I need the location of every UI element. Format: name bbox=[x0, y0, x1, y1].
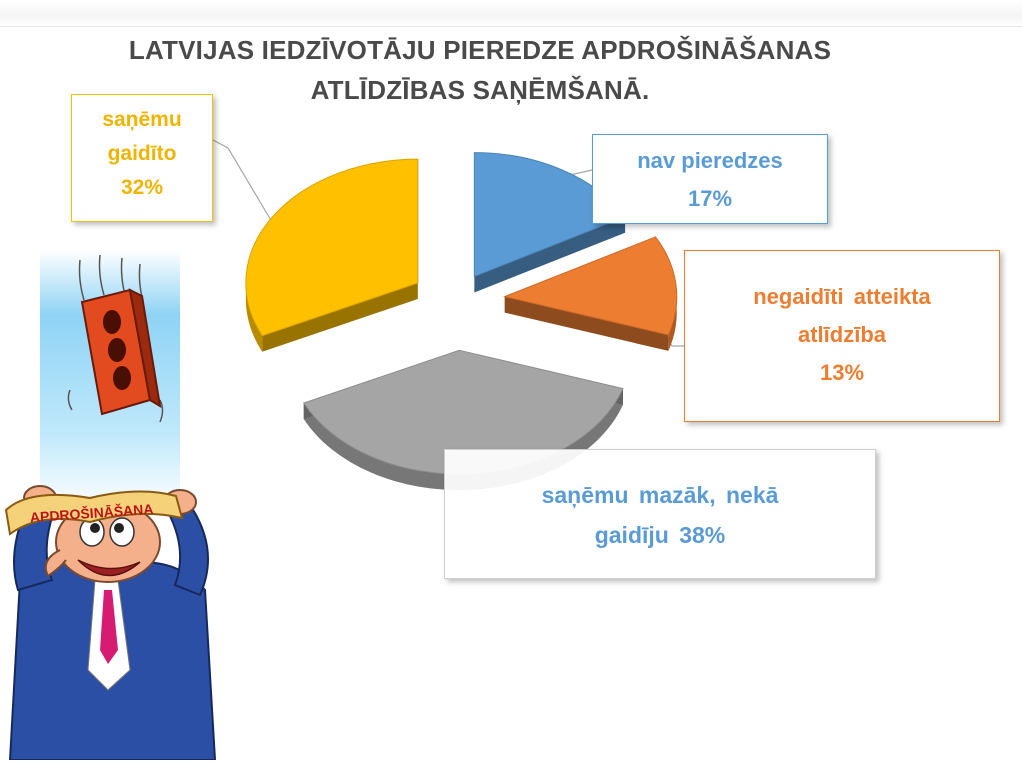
falling-brick-icon bbox=[80, 288, 162, 416]
leader-line-yellow bbox=[212, 139, 273, 223]
callout-nav-pieredzes: nav pieredzes 17% bbox=[592, 134, 828, 224]
chart-title-line-1: LATVIJAS IEDZĪVOTĀJU PIEREDZE APDROŠINĀŠ… bbox=[128, 35, 832, 65]
callout-orange-label-line-1: negaidīti atteikta bbox=[753, 284, 931, 309]
pie-slice-top-1 bbox=[503, 236, 678, 336]
callout-orange-label-line-2: atlīdzība bbox=[797, 322, 886, 347]
callout-yellow-label-line-1: saņēmu bbox=[102, 108, 182, 131]
callout-orange-value: 13% bbox=[819, 360, 865, 385]
pie-slice-wall-1-1 bbox=[504, 296, 669, 351]
cartoon-man bbox=[8, 485, 217, 760]
chart-title: LATVIJAS IEDZĪVOTĀJU PIEREDZE APDROŠINĀŠ… bbox=[40, 30, 920, 110]
callout-gray-label-line-2: gaidīju 38% bbox=[594, 522, 726, 548]
callout-saņēmu-gaidīto: saņēmu gaidīto 32% bbox=[71, 94, 213, 222]
top-band bbox=[0, 0, 1022, 27]
pie-slice-3 bbox=[245, 158, 419, 352]
pie-slice-top-3 bbox=[245, 158, 419, 337]
pie-slice-wall-0-1 bbox=[474, 216, 626, 293]
pie-slice-2 bbox=[302, 349, 624, 491]
chart-title-line-2: ATLĪDZĪBAS SAŅĒMŠANĀ. bbox=[310, 75, 650, 105]
callout-yellow-value: 32% bbox=[120, 176, 164, 199]
callout-blue-value: 17% bbox=[687, 186, 733, 211]
callout-yellow-label-line-2: gaidīto bbox=[107, 142, 177, 165]
insurance-cartoon-illustration: APDROŠINĀŠANA bbox=[4, 250, 217, 760]
pie-slice-wall-3-0 bbox=[262, 283, 418, 352]
callout-blue-label: nav pieredzes bbox=[637, 148, 783, 173]
callout-gray-label-line-1: saņēmu mazāk, nekā bbox=[541, 482, 779, 508]
callout-negaidīti-atteikta: negaidīti atteikta atlīdzība 13% bbox=[684, 250, 1000, 422]
callout-saņēmu-mazāk: saņēmu mazāk, nekā gaidīju 38% bbox=[444, 449, 876, 579]
pie-slices bbox=[245, 152, 678, 491]
pie-slice-1 bbox=[503, 236, 678, 351]
